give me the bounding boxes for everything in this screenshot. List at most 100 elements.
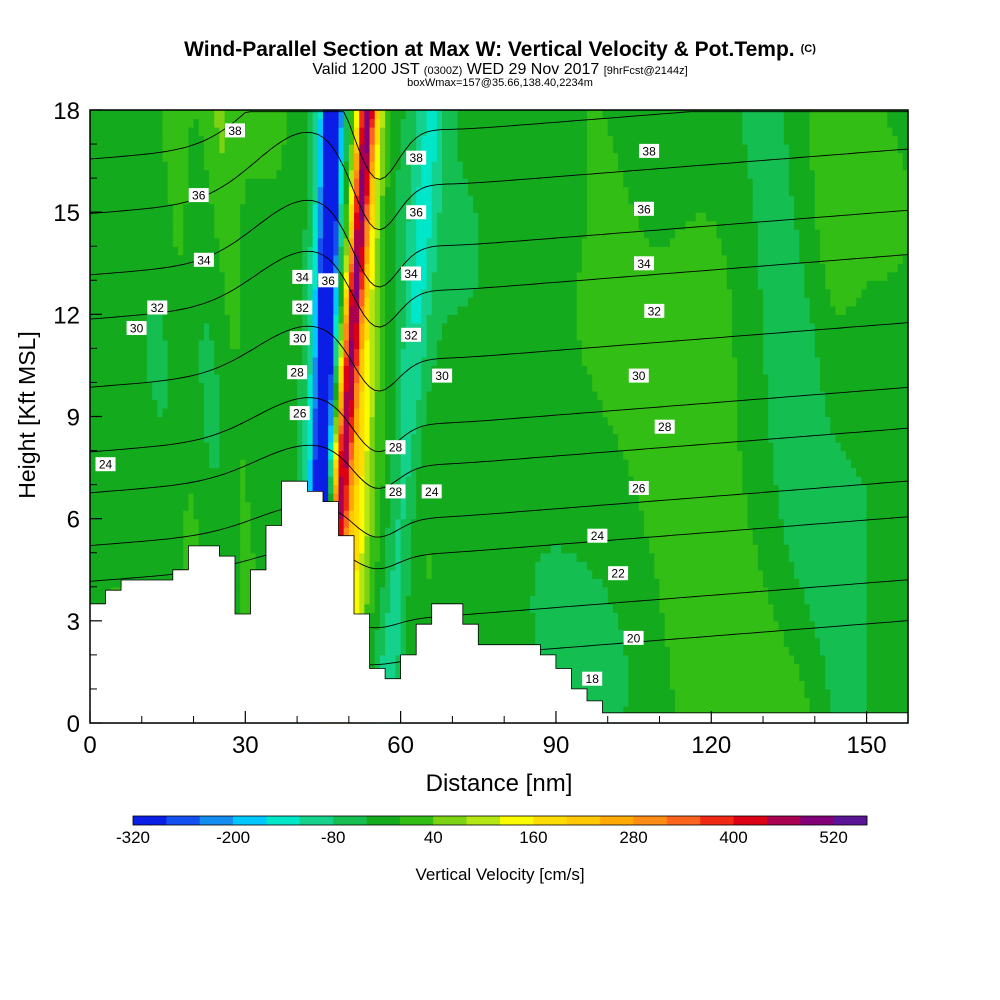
velocity-cell: [757, 544, 764, 554]
velocity-cell: [742, 671, 749, 682]
velocity-cell: [499, 586, 505, 596]
velocity-cell: [763, 663, 769, 673]
velocity-cell: [271, 510, 277, 520]
velocity-cell: [245, 603, 252, 613]
velocity-cell: [467, 484, 474, 494]
velocity-cell: [633, 561, 640, 571]
velocity-cell: [871, 493, 878, 503]
velocity-cell: [716, 620, 723, 630]
velocity-cell: [530, 484, 536, 494]
velocity-cell: [385, 620, 391, 630]
velocity-cell: [876, 493, 883, 503]
velocity-cell: [90, 459, 96, 469]
velocity-cell: [141, 518, 148, 528]
velocity-cell: [845, 561, 852, 571]
velocity-cell: [607, 561, 614, 571]
velocity-cell: [706, 603, 712, 613]
velocity-cell: [700, 612, 707, 622]
velocity-cell: [602, 484, 609, 494]
velocity-cell: [524, 467, 531, 477]
velocity-cell: [473, 586, 479, 596]
velocity-cell: [442, 535, 448, 545]
velocity-cell: [364, 552, 371, 562]
velocity-cell: [483, 501, 490, 511]
velocity-cell: [426, 501, 433, 511]
velocity-cell: [680, 569, 686, 579]
velocity-cell: [354, 535, 360, 545]
velocity-cell: [809, 527, 816, 537]
velocity-cell: [840, 595, 847, 605]
velocity-cell: [271, 501, 277, 511]
velocity-cell: [851, 688, 857, 699]
velocity-cell: [876, 484, 883, 494]
velocity-cell: [354, 552, 360, 562]
velocity-cell: [255, 467, 262, 477]
velocity-cell: [555, 586, 562, 596]
velocity-cell: [110, 552, 117, 562]
velocity-cell: [395, 663, 402, 673]
velocity-cell: [369, 603, 376, 613]
velocity-cell: [814, 680, 821, 690]
velocity-cell: [457, 561, 464, 571]
velocity-cell: [260, 476, 267, 486]
velocity-cell: [700, 561, 707, 571]
velocity-cell: [695, 680, 702, 690]
velocity-cell: [499, 552, 505, 562]
velocity-cell: [669, 612, 676, 622]
velocity-cell: [690, 595, 697, 605]
velocity-cell: [126, 484, 133, 494]
velocity-cell: [105, 467, 112, 477]
velocity-cell: [830, 697, 837, 707]
velocity-cell: [685, 612, 692, 622]
velocity-cell: [509, 595, 516, 605]
velocity-cell: [462, 467, 469, 477]
velocity-cell: [861, 476, 868, 486]
velocity-cell: [416, 518, 422, 528]
velocity-cell: [819, 561, 826, 571]
velocity-cell: [783, 612, 790, 622]
velocity-cell: [897, 612, 904, 622]
velocity-cell: [643, 467, 650, 477]
velocity-cell: [395, 671, 402, 682]
velocity-cell: [887, 535, 894, 545]
velocity-cell: [882, 484, 888, 494]
velocity-cell: [618, 476, 624, 486]
velocity-cell: [457, 510, 464, 520]
velocity-cell: [814, 612, 821, 622]
velocity-cell: [410, 603, 417, 613]
velocity-cell: [700, 544, 707, 554]
velocity-cell: [721, 688, 728, 699]
velocity-cell: [851, 603, 857, 613]
velocity-cell: [825, 501, 831, 511]
velocity-cell: [95, 561, 101, 571]
velocity-cell: [638, 552, 645, 562]
velocity-cell: [410, 578, 417, 588]
velocity-cell: [669, 603, 676, 613]
velocity-cell: [882, 586, 888, 596]
velocity-cell: [845, 688, 852, 699]
velocity-cell: [348, 510, 355, 520]
velocity-cell: [561, 510, 567, 520]
velocity-cell: [571, 561, 578, 571]
velocity-cell: [597, 544, 604, 554]
velocity-cell: [576, 476, 583, 486]
velocity-cell: [902, 637, 909, 647]
velocity-cell: [426, 595, 433, 605]
velocity-cell: [763, 688, 769, 699]
velocity-cell: [768, 484, 774, 494]
velocity-cell: [814, 646, 821, 656]
velocity-cell: [224, 450, 231, 460]
velocity-cell: [819, 629, 826, 639]
velocity-cell: [819, 578, 826, 588]
velocity-cell: [587, 569, 593, 579]
velocity-cell: [141, 459, 148, 469]
velocity-cell: [830, 569, 837, 579]
velocity-cell: [234, 595, 241, 605]
velocity-cell: [871, 705, 878, 716]
velocity-cell: [400, 510, 407, 520]
velocity-cell: [276, 450, 283, 460]
velocity-cell: [260, 459, 267, 469]
velocity-cell: [695, 688, 702, 699]
velocity-cell: [902, 535, 909, 545]
velocity-cell: [799, 552, 806, 562]
